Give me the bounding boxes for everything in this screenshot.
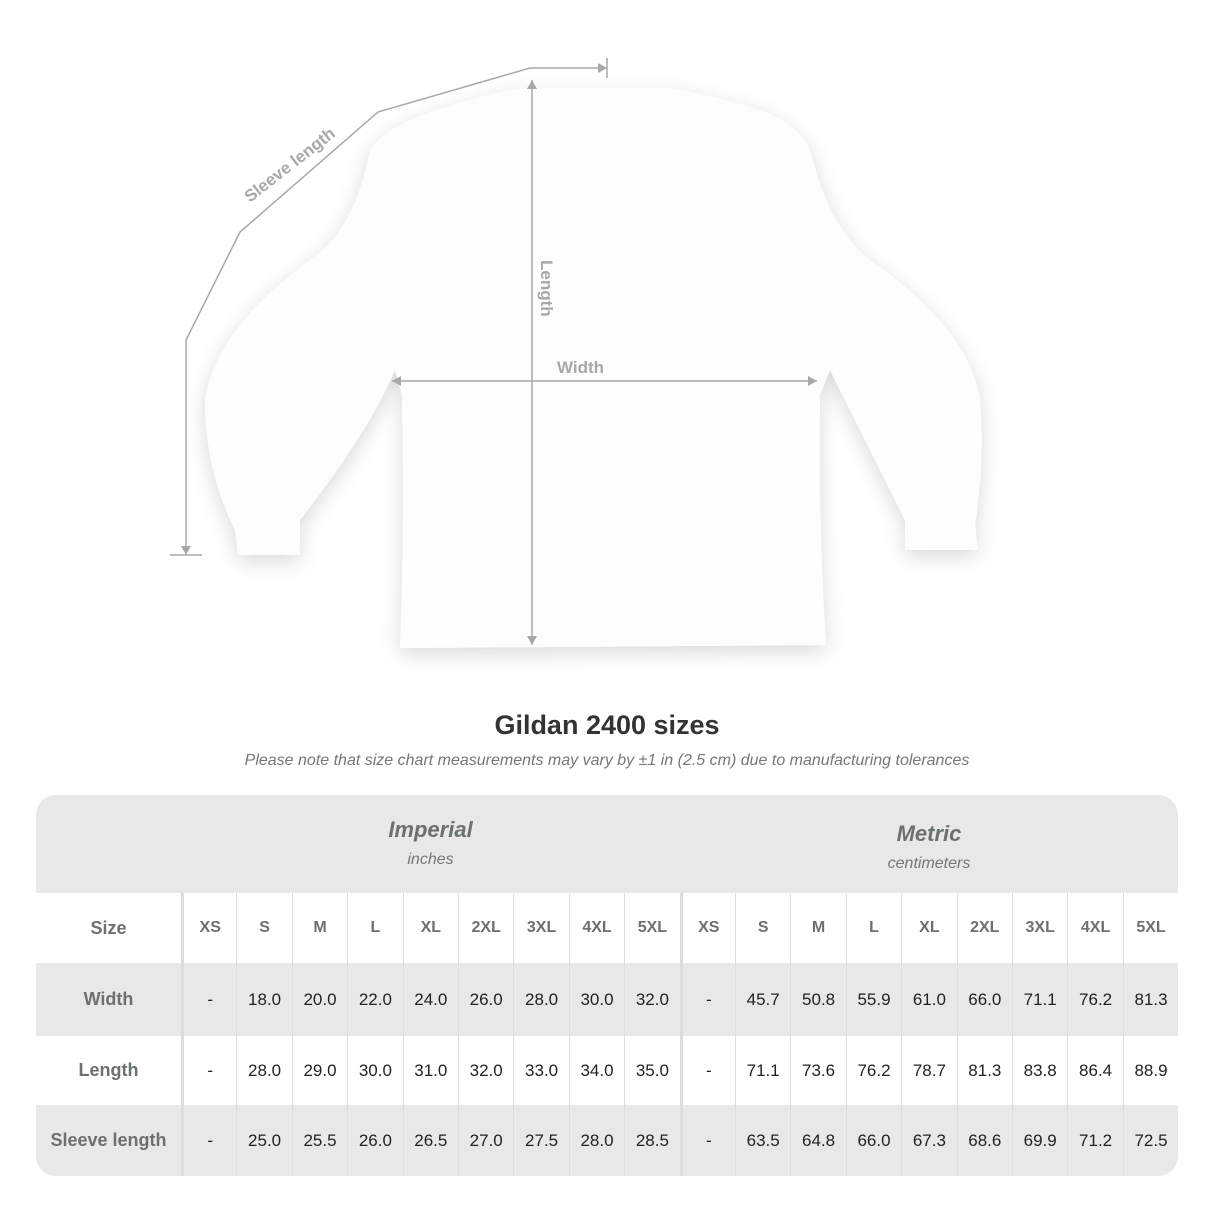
metric-size-l: L bbox=[845, 893, 901, 963]
imperial-size-m: M bbox=[291, 893, 347, 963]
imperial-value-cell: 27.0 bbox=[458, 1105, 513, 1176]
imperial-value-cell: 26.5 bbox=[402, 1105, 458, 1176]
metric-value-cell: 78.7 bbox=[901, 1036, 956, 1105]
imperial-label: Imperial bbox=[388, 817, 473, 842]
imperial-header: Imperial inches bbox=[181, 795, 680, 915]
imperial-value-cell: 28.0 bbox=[236, 1036, 291, 1105]
imperial-value-cell: 20.0 bbox=[291, 963, 347, 1036]
metric-value-cell: - bbox=[679, 1105, 735, 1176]
metric-size-m: M bbox=[790, 893, 845, 963]
metric-value-cell: 86.4 bbox=[1067, 1036, 1122, 1105]
metric-value-cell: 66.0 bbox=[845, 1105, 901, 1176]
metric-value-cell: 76.2 bbox=[845, 1036, 901, 1105]
table-row: Width -18.0 20.0 22.0 24.0 26.0 28.0 30.0 32.0-4… bbox=[36, 963, 1178, 1036]
metric-size-s: S bbox=[735, 893, 790, 963]
imperial-value-cell: - bbox=[181, 1036, 236, 1105]
metric-size-5xl: 5XL bbox=[1122, 893, 1178, 963]
metric-value-cell: 88.9 bbox=[1122, 1036, 1178, 1105]
metric-value-cell: - bbox=[679, 963, 735, 1036]
row-label: Width bbox=[83, 989, 134, 1009]
imperial-size-xl: XL bbox=[402, 893, 458, 963]
imperial-value-cell: 29.0 bbox=[291, 1036, 347, 1105]
imperial-unit: inches bbox=[407, 851, 454, 868]
imperial-value-cell: 31.0 bbox=[402, 1036, 458, 1105]
metric-size-2xl: 2XL bbox=[956, 893, 1012, 963]
imperial-size-5xl: 5XL bbox=[624, 893, 679, 963]
metric-value-cell: 81.3 bbox=[956, 1036, 1012, 1105]
imperial-value-cell: 34.0 bbox=[568, 1036, 624, 1105]
metric-size-3xl: 3XL bbox=[1012, 893, 1067, 963]
metric-size-xl: XL bbox=[901, 893, 956, 963]
imperial-size-xs: XS bbox=[181, 893, 236, 963]
metric-value-cell: 50.8 bbox=[790, 963, 845, 1036]
imperial-value-cell: 30.0 bbox=[568, 963, 624, 1036]
imperial-size-2xl: 2XL bbox=[458, 893, 513, 963]
metric-label: Metric bbox=[896, 821, 962, 846]
shirt-image bbox=[205, 88, 982, 648]
size-table: Imperial inches Metric centimeters Size X… bbox=[36, 795, 1178, 1176]
page-title: Gildan 2400 sizes bbox=[494, 710, 720, 740]
imperial-value-cell: 28.0 bbox=[568, 1105, 624, 1176]
imperial-size-3xl: 3XL bbox=[513, 893, 568, 963]
metric-value-cell: 61.0 bbox=[901, 963, 956, 1036]
metric-value-cell: - bbox=[679, 1036, 735, 1105]
sleeve-length-label: Sleeve length bbox=[241, 124, 339, 206]
metric-unit: centimeters bbox=[887, 855, 971, 872]
imperial-size-s: S bbox=[236, 893, 291, 963]
metric-header: Metric centimeters bbox=[680, 795, 1178, 919]
imperial-value-cell: 30.0 bbox=[347, 1036, 402, 1105]
imperial-value-cell: 27.5 bbox=[513, 1105, 568, 1176]
metric-value-cell: 55.9 bbox=[845, 963, 901, 1036]
imperial-value-cell: 26.0 bbox=[458, 963, 513, 1036]
imperial-value-cell: - bbox=[181, 1105, 236, 1176]
imperial-value-cell: 32.0 bbox=[624, 963, 679, 1036]
metric-value-cell: 68.6 bbox=[956, 1105, 1012, 1176]
metric-value-cell: 73.6 bbox=[790, 1036, 845, 1105]
metric-value-cell: 81.3 bbox=[1122, 963, 1178, 1036]
shirt-diagram: Sleeve length Length Width bbox=[170, 58, 982, 648]
imperial-value-cell: - bbox=[181, 963, 236, 1036]
imperial-value-cell: 28.5 bbox=[624, 1105, 679, 1176]
imperial-value-cell: 25.5 bbox=[291, 1105, 347, 1176]
imperial-size-4xl: 4XL bbox=[568, 893, 624, 963]
tolerance-note: Please note that size chart measurements… bbox=[244, 752, 970, 769]
row-label: Sleeve length bbox=[50, 1130, 167, 1150]
metric-value-cell: 72.5 bbox=[1122, 1105, 1178, 1176]
metric-size-xs: XS bbox=[679, 893, 735, 963]
metric-size-4xl: 4XL bbox=[1067, 893, 1122, 963]
length-label: Length bbox=[537, 260, 556, 317]
metric-value-cell: 83.8 bbox=[1012, 1036, 1067, 1105]
imperial-value-cell: 28.0 bbox=[513, 963, 568, 1036]
metric-value-cell: 71.2 bbox=[1067, 1105, 1122, 1176]
metric-value-cell: 66.0 bbox=[956, 963, 1012, 1036]
imperial-size-l: L bbox=[347, 893, 402, 963]
metric-value-cell: 63.5 bbox=[735, 1105, 790, 1176]
table-row: Length -28.0 29.0 30.0 31.0 32.0 33.0 34.0 35.0-… bbox=[36, 1036, 1178, 1105]
imperial-value-cell: 24.0 bbox=[402, 963, 458, 1036]
table-row: Sleeve length -25.0 25.5 26.0 26.5 27.0 27.5 28… bbox=[36, 1105, 1178, 1176]
metric-value-cell: 45.7 bbox=[735, 963, 790, 1036]
size-column-label: Size bbox=[90, 917, 127, 938]
imperial-value-cell: 22.0 bbox=[347, 963, 402, 1036]
size-header-row: Size XS S M L XL 2XL 3XL 4XL 5XL XS S M L XL 2XL 3XL 4XL 5… bbox=[36, 893, 1178, 963]
metric-value-cell: 64.8 bbox=[790, 1105, 845, 1176]
imperial-value-cell: 35.0 bbox=[624, 1036, 679, 1105]
metric-value-cell: 71.1 bbox=[1012, 963, 1067, 1036]
width-label: Width bbox=[557, 358, 604, 377]
imperial-value-cell: 32.0 bbox=[458, 1036, 513, 1105]
metric-value-cell: 67.3 bbox=[901, 1105, 956, 1176]
imperial-value-cell: 25.0 bbox=[236, 1105, 291, 1176]
imperial-value-cell: 26.0 bbox=[347, 1105, 402, 1176]
metric-value-cell: 71.1 bbox=[735, 1036, 790, 1105]
row-label: Length bbox=[78, 1060, 139, 1080]
metric-value-cell: 76.2 bbox=[1067, 963, 1122, 1036]
sleeve-length-line bbox=[185, 67, 607, 555]
metric-value-cell: 69.9 bbox=[1012, 1105, 1067, 1176]
imperial-value-cell: 18.0 bbox=[236, 963, 291, 1036]
imperial-value-cell: 33.0 bbox=[513, 1036, 568, 1105]
